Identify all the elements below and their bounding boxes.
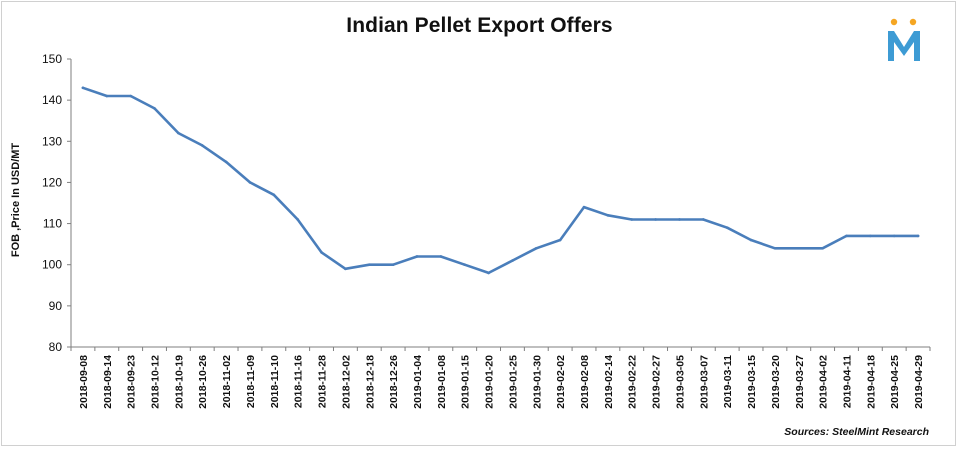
x-tick-label: 2018-12-02 <box>340 355 352 409</box>
data-point <box>81 86 85 90</box>
x-tick-label: 2019-02-14 <box>603 355 615 409</box>
x-tick-label: 2019-01-04 <box>412 355 424 409</box>
x-tick-label: 2018-11-09 <box>245 355 257 408</box>
source-note: Sources: SteelMint Research <box>784 426 929 438</box>
data-point <box>534 246 538 250</box>
x-tick-label: 2019-01-20 <box>484 355 496 409</box>
x-tick-label: 2018-10-19 <box>173 355 185 409</box>
x-tick-label: 2019-03-11 <box>722 355 734 408</box>
x-tick-label: 2019-04-18 <box>865 355 877 409</box>
data-point <box>415 255 419 258</box>
data-point <box>439 255 443 258</box>
x-tick-label: 2019-03-27 <box>794 355 806 409</box>
x-tick-label: 2019-02-22 <box>627 355 639 409</box>
x-tick-label: 2019-04-25 <box>889 355 901 409</box>
chart-title: Indian Pellet Export Offers <box>346 14 613 37</box>
price-line <box>81 86 920 275</box>
data-point <box>678 218 681 221</box>
data-point <box>463 263 467 267</box>
x-tick-label: 2019-03-07 <box>698 355 710 409</box>
data-point <box>320 251 323 254</box>
y-tick-label: 80 <box>49 340 63 354</box>
x-tick-label: 2018-11-28 <box>317 355 329 408</box>
x-tick-label: 2019-04-11 <box>841 355 853 408</box>
x-tick-label: 2018-10-26 <box>197 355 209 409</box>
data-point <box>654 218 657 221</box>
data-point <box>200 144 204 147</box>
x-tick-label: 2018-11-10 <box>269 355 281 408</box>
x-tick-label: 2018-12-26 <box>388 355 400 409</box>
data-point <box>892 234 896 238</box>
x-tick-label: 2019-01-08 <box>436 355 448 409</box>
data-point <box>129 94 132 98</box>
data-point <box>821 246 824 250</box>
x-tick-label: 2019-02-08 <box>579 355 591 409</box>
data-point <box>725 226 729 229</box>
data-point <box>869 234 872 238</box>
x-tick-label: 2018-10-12 <box>150 355 162 409</box>
y-tick-label: 150 <box>42 52 62 66</box>
series-layer <box>81 86 920 275</box>
y-tick-label: 130 <box>42 134 62 148</box>
x-tick-label: 2018-11-02 <box>221 355 233 408</box>
steelmint-logo-icon <box>888 18 920 61</box>
data-point <box>749 238 753 242</box>
y-tick-label: 100 <box>42 258 62 272</box>
x-tick-label: 2018-09-23 <box>126 355 138 409</box>
x-tick-label: 2018-09-08 <box>78 355 90 409</box>
x-tick-label: 2018-11-16 <box>293 355 305 408</box>
data-point <box>558 238 562 242</box>
data-point <box>511 259 514 262</box>
axes <box>70 59 930 348</box>
data-point <box>296 218 299 221</box>
y-ticks: 80 90 100 110 120 130 140 150 <box>42 52 71 354</box>
data-point <box>272 193 276 197</box>
x-tick-label: 2019-01-25 <box>507 355 519 409</box>
data-point <box>367 263 371 267</box>
data-point <box>248 181 252 184</box>
x-tick-label: 2019-02-02 <box>555 355 567 409</box>
x-tick-label: 2019-04-29 <box>913 355 925 409</box>
data-point <box>916 234 920 238</box>
data-point <box>582 205 586 209</box>
x-tick-label: 2019-04-02 <box>818 355 830 409</box>
data-point <box>702 218 705 221</box>
data-point <box>845 234 848 238</box>
data-point <box>797 246 801 250</box>
data-point <box>105 94 109 98</box>
y-tick-label: 120 <box>42 175 62 189</box>
x-tick-label: 2018-12-18 <box>364 355 376 409</box>
x-tick-label: 2019-01-30 <box>531 355 543 409</box>
x-tick-label: 2019-03-05 <box>674 355 686 409</box>
x-tick-label: 2019-03-20 <box>770 355 782 409</box>
x-tick-label: 2019-02-27 <box>651 355 663 409</box>
data-point <box>487 271 490 275</box>
y-tick-label: 140 <box>42 93 62 107</box>
y-tick-label: 90 <box>49 299 63 313</box>
x-tick-label: 2019-01-15 <box>460 355 472 409</box>
data-point <box>153 107 156 110</box>
data-point <box>177 131 180 135</box>
data-point <box>606 214 610 217</box>
data-point <box>224 160 228 164</box>
data-point <box>630 218 634 221</box>
x-tick-label: 2019-03-15 <box>746 355 758 409</box>
data-point <box>773 246 777 250</box>
data-point <box>391 263 395 267</box>
data-point <box>344 267 347 271</box>
x-ticks: 2018-09-08 2018-09-14 2018-09-23 2018-10-12… <box>70 347 931 409</box>
x-tick-label: 2018-09-14 <box>102 355 114 409</box>
y-tick-label: 110 <box>43 217 62 231</box>
